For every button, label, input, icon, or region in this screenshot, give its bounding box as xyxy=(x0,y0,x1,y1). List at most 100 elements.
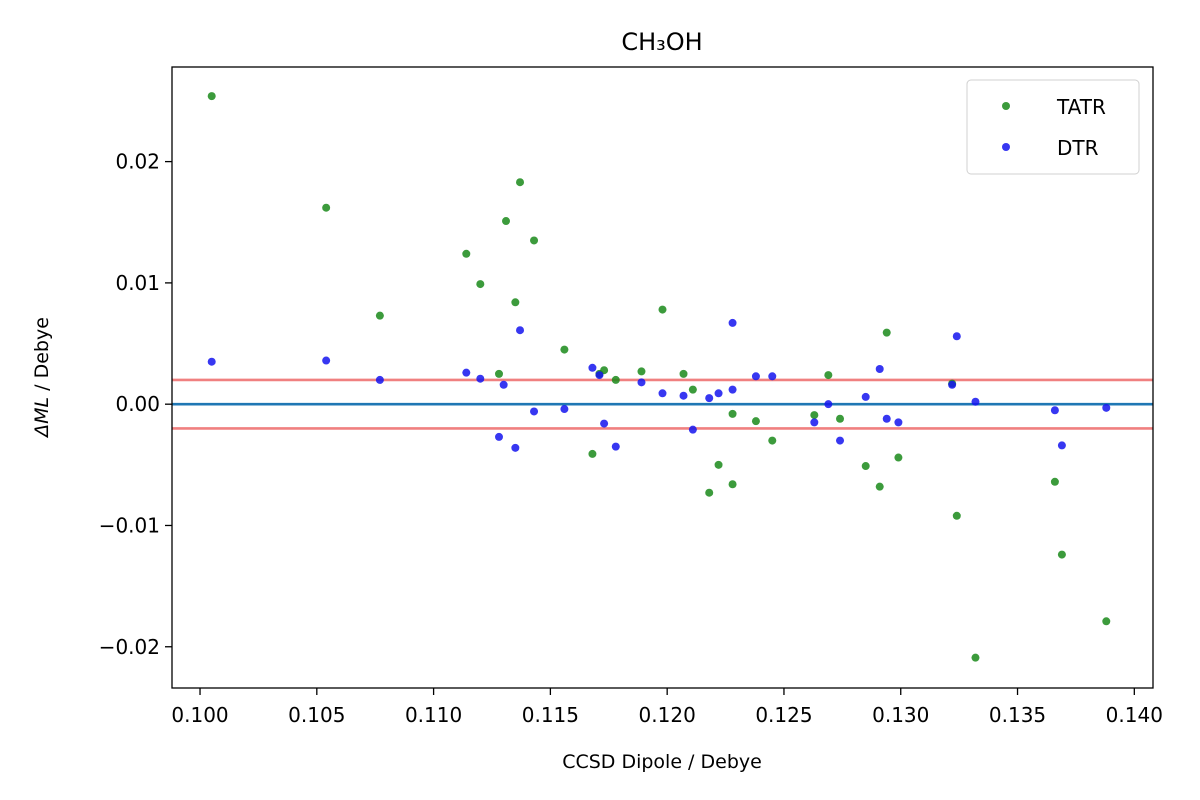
y-axis-label: ΔML / Debye xyxy=(31,317,53,439)
legend-label-dtr: DTR xyxy=(1057,136,1099,160)
tatr-point-3 xyxy=(462,249,471,258)
tatr-point-28 xyxy=(861,462,870,471)
x-tick-label-4: 0.120 xyxy=(639,703,696,727)
y-tick-label-4: 0.02 xyxy=(115,150,160,174)
dtr-point-1 xyxy=(322,356,331,365)
tatr-point-26 xyxy=(824,371,833,380)
plot-area-frame xyxy=(171,66,1154,689)
dtr-point-30 xyxy=(882,414,891,423)
dtr-point-8 xyxy=(516,326,525,335)
dtr-point-31 xyxy=(894,418,903,427)
x-axis-ticks: 0.100 0.105 0.110 0.115 0.120 0.125 0.130 0.135… xyxy=(171,688,1163,727)
tatr-point-21 xyxy=(728,480,737,489)
legend: TATR DTR xyxy=(966,79,1140,175)
dtr-point-20 xyxy=(714,389,723,398)
tatr-point-23 xyxy=(751,417,760,426)
dtr-point-33 xyxy=(952,332,961,341)
tatr-point-5 xyxy=(495,369,503,378)
y-axis-ticks: −0.02 −0.01 0.00 0.01 0.02 xyxy=(99,150,172,659)
dtr-point-11 xyxy=(588,363,597,372)
dtr-point-12 xyxy=(595,371,604,380)
x-tick-label-8: 0.140 xyxy=(1106,703,1163,727)
tatr-point-20 xyxy=(714,460,723,469)
tatr-point-1 xyxy=(322,203,331,212)
dtr-point-17 xyxy=(679,391,688,400)
dtr-point-34 xyxy=(971,397,980,406)
dtr-point-0 xyxy=(207,357,216,366)
dtr-point-28 xyxy=(861,392,870,401)
tatr-point-31 xyxy=(894,453,903,462)
dtr-point-16 xyxy=(658,389,667,398)
tatr-point-19 xyxy=(705,488,714,497)
tatr-point-35 xyxy=(1050,477,1059,486)
dtr-point-23 xyxy=(751,372,760,381)
tatr-point-2 xyxy=(375,311,384,320)
tatr-point-33 xyxy=(952,511,961,520)
y-tick-label-1: −0.01 xyxy=(99,513,160,537)
x-tick-label-1: 0.105 xyxy=(288,703,345,727)
x-tick-label-7: 0.135 xyxy=(989,703,1046,727)
tatr-point-34 xyxy=(971,653,980,662)
dtr-point-5 xyxy=(495,432,503,441)
dtr-point-29 xyxy=(875,365,884,374)
dtr-point-10 xyxy=(560,405,569,414)
dtr-point-14 xyxy=(611,442,620,451)
dtr-point-36 xyxy=(1057,441,1066,450)
dtr-point-18 xyxy=(688,425,697,434)
dtr-point-21 xyxy=(728,318,737,327)
tatr-point-22 xyxy=(728,409,737,418)
dtr-point-3 xyxy=(462,368,471,377)
y-tick-label-2: 0.00 xyxy=(115,392,160,416)
dtr-point-4 xyxy=(476,374,485,383)
tatr-point-16 xyxy=(658,305,667,314)
tatr-point-4 xyxy=(476,280,485,289)
legend-marker-dtr xyxy=(1002,143,1010,151)
chart-title: CH₃OH xyxy=(621,28,702,56)
tatr-point-9 xyxy=(530,236,539,245)
legend-marker-tatr xyxy=(1002,102,1010,110)
dtr-point-19 xyxy=(705,394,714,403)
y-axis-label-symbol: ΔML xyxy=(31,397,53,439)
dtr-point-6 xyxy=(499,380,508,389)
dtr-point-26 xyxy=(824,400,833,409)
dtr-point-2 xyxy=(375,375,384,384)
x-tick-label-5: 0.125 xyxy=(755,703,812,727)
tatr-point-27 xyxy=(836,414,845,423)
tatr-point-18 xyxy=(688,385,697,394)
x-tick-label-0: 0.100 xyxy=(171,703,228,727)
tatr-point-11 xyxy=(588,449,597,458)
y-axis-label-unit: / Debye xyxy=(31,317,53,397)
tatr-point-10 xyxy=(560,345,569,354)
dtr-point-22 xyxy=(728,385,737,394)
dtr-point-32 xyxy=(948,380,957,389)
x-tick-label-2: 0.110 xyxy=(405,703,462,727)
reference-lines xyxy=(172,378,1153,430)
tatr-point-8 xyxy=(516,178,525,187)
tatr-point-17 xyxy=(679,369,688,378)
dtr-point-15 xyxy=(637,378,646,387)
dtr-point-27 xyxy=(836,436,845,445)
x-axis-label: CCSD Dipole / Debye xyxy=(562,751,762,773)
x-tick-label-3: 0.115 xyxy=(522,703,579,727)
tatr-point-36 xyxy=(1057,550,1066,559)
tatr-point-7 xyxy=(511,298,520,307)
tatr-point-0 xyxy=(207,92,216,101)
y-tick-label-3: 0.01 xyxy=(115,271,160,295)
tatr-point-15 xyxy=(637,367,646,376)
dtr-point-7 xyxy=(511,443,520,452)
dtr-point-25 xyxy=(810,418,819,427)
legend-label-tatr: TATR xyxy=(1056,95,1106,119)
y-tick-label-0: −0.02 xyxy=(99,635,160,659)
data-points xyxy=(207,92,1111,662)
tatr-point-6 xyxy=(502,217,511,226)
dtr-point-9 xyxy=(530,407,539,416)
dtr-point-37 xyxy=(1102,403,1111,412)
tatr-point-14 xyxy=(611,375,620,384)
tatr-point-30 xyxy=(882,328,891,337)
legend-box xyxy=(966,79,1140,175)
dtr-point-35 xyxy=(1050,406,1059,415)
dtr-point-13 xyxy=(600,419,609,428)
x-tick-label-6: 0.130 xyxy=(872,703,929,727)
dtr-point-24 xyxy=(768,372,777,381)
